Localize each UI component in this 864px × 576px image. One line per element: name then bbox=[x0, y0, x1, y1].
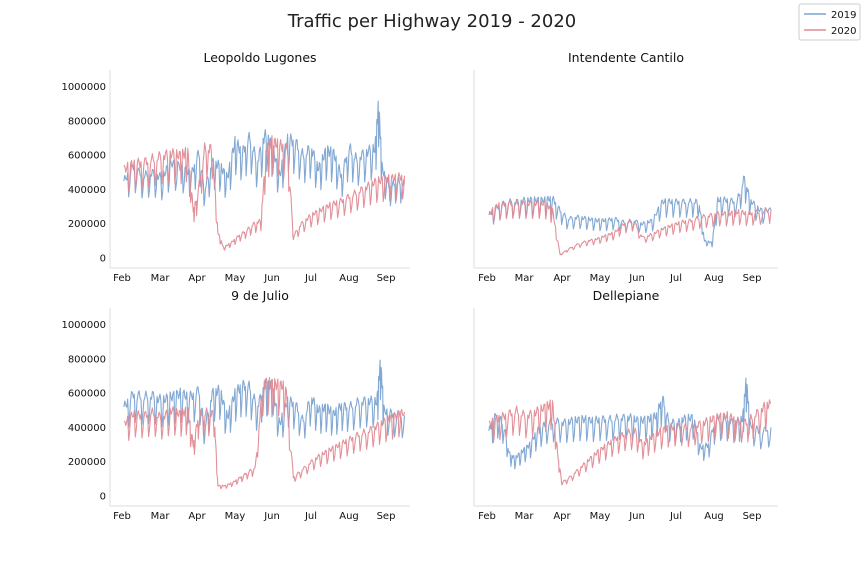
panel-title: Leopoldo Lugones bbox=[203, 50, 316, 65]
y-tick-label: 200000 bbox=[68, 457, 106, 468]
series-line-2020 bbox=[488, 199, 772, 256]
panel-title: Intendente Cantilo bbox=[568, 50, 684, 65]
x-tick-label: Feb bbox=[478, 511, 496, 522]
panel-title: Dellepiane bbox=[593, 288, 660, 303]
x-tick-label: Sep bbox=[377, 273, 396, 284]
x-tick-label: Mar bbox=[151, 273, 171, 284]
y-tick-label: 400000 bbox=[68, 185, 106, 196]
y-tick-label: 800000 bbox=[68, 354, 106, 365]
y-tick-label: 800000 bbox=[68, 116, 106, 127]
x-tick-label: Jul bbox=[304, 273, 317, 284]
x-tick-label: Sep bbox=[743, 273, 762, 284]
legend-label-2020: 2020 bbox=[831, 26, 856, 37]
series-line-2020 bbox=[123, 135, 406, 251]
x-tick-label: Aug bbox=[704, 511, 724, 522]
x-tick-label: Feb bbox=[113, 511, 131, 522]
x-tick-label: Jul bbox=[669, 273, 682, 284]
x-tick-label: Feb bbox=[478, 273, 496, 284]
x-tick-label: May bbox=[225, 511, 246, 522]
x-tick-label: Aug bbox=[704, 273, 724, 284]
x-tick-label: May bbox=[590, 273, 611, 284]
x-tick-label: Apr bbox=[553, 273, 571, 284]
y-tick-label: 0 bbox=[100, 492, 106, 503]
panel-4: Dellepiane Feb Mar Apr May Jun Jul Aug Sep bbox=[473, 288, 778, 522]
chart-title: Traffic per Highway 2019 - 2020 bbox=[287, 11, 576, 32]
x-tick-label: Apr bbox=[188, 273, 206, 284]
x-tick-label: Sep bbox=[743, 511, 762, 522]
y-tick-label: 1000000 bbox=[61, 320, 106, 331]
x-tick-label: Mar bbox=[515, 511, 535, 522]
x-tick-label: Feb bbox=[113, 273, 131, 284]
legend-frame bbox=[798, 3, 861, 41]
x-tick-label: Jun bbox=[628, 511, 645, 522]
panel-1: Leopoldo Lugones Feb Mar Apr May Jun Jul Aug Sep… bbox=[61, 50, 410, 284]
y-tick-label: 1000000 bbox=[61, 82, 106, 93]
x-tick-label: Mar bbox=[151, 511, 171, 522]
y-tick-label: 400000 bbox=[68, 423, 106, 434]
x-tick-label: Jun bbox=[628, 273, 645, 284]
panel-2: Intendente Cantilo Feb Mar Apr May Jun Jul Aug S… bbox=[473, 50, 778, 284]
y-tick-label: 600000 bbox=[68, 151, 106, 162]
y-tick-label: 600000 bbox=[68, 389, 106, 400]
panel-title: 9 de Julio bbox=[231, 288, 289, 303]
series-line-2019 bbox=[123, 359, 406, 445]
x-tick-label: Jul bbox=[304, 511, 317, 522]
series-line-2020 bbox=[123, 377, 406, 490]
series-line-2019 bbox=[488, 377, 772, 470]
x-tick-label: Apr bbox=[188, 511, 206, 522]
legend-label-2019: 2019 bbox=[831, 10, 856, 21]
x-tick-label: Jul bbox=[669, 511, 682, 522]
x-tick-label: Aug bbox=[339, 511, 359, 522]
x-tick-label: Sep bbox=[377, 511, 396, 522]
y-tick-label: 0 bbox=[100, 254, 106, 265]
panel-3: 9 de Julio Feb Mar Apr May Jun Jul Aug Sep 0 20000… bbox=[61, 288, 410, 522]
x-tick-label: Aug bbox=[339, 273, 359, 284]
x-tick-label: May bbox=[225, 273, 246, 284]
legend: 2019 2020 bbox=[798, 3, 861, 41]
x-tick-label: Apr bbox=[553, 511, 571, 522]
x-tick-label: Jun bbox=[263, 273, 280, 284]
x-tick-label: Mar bbox=[515, 273, 535, 284]
x-tick-label: May bbox=[590, 511, 611, 522]
y-tick-label: 200000 bbox=[68, 219, 106, 230]
x-tick-label: Jun bbox=[263, 511, 280, 522]
series-line-2020 bbox=[488, 399, 772, 486]
panels-grid: Leopoldo Lugones Feb Mar Apr May Jun Jul Aug Sep… bbox=[61, 50, 778, 522]
